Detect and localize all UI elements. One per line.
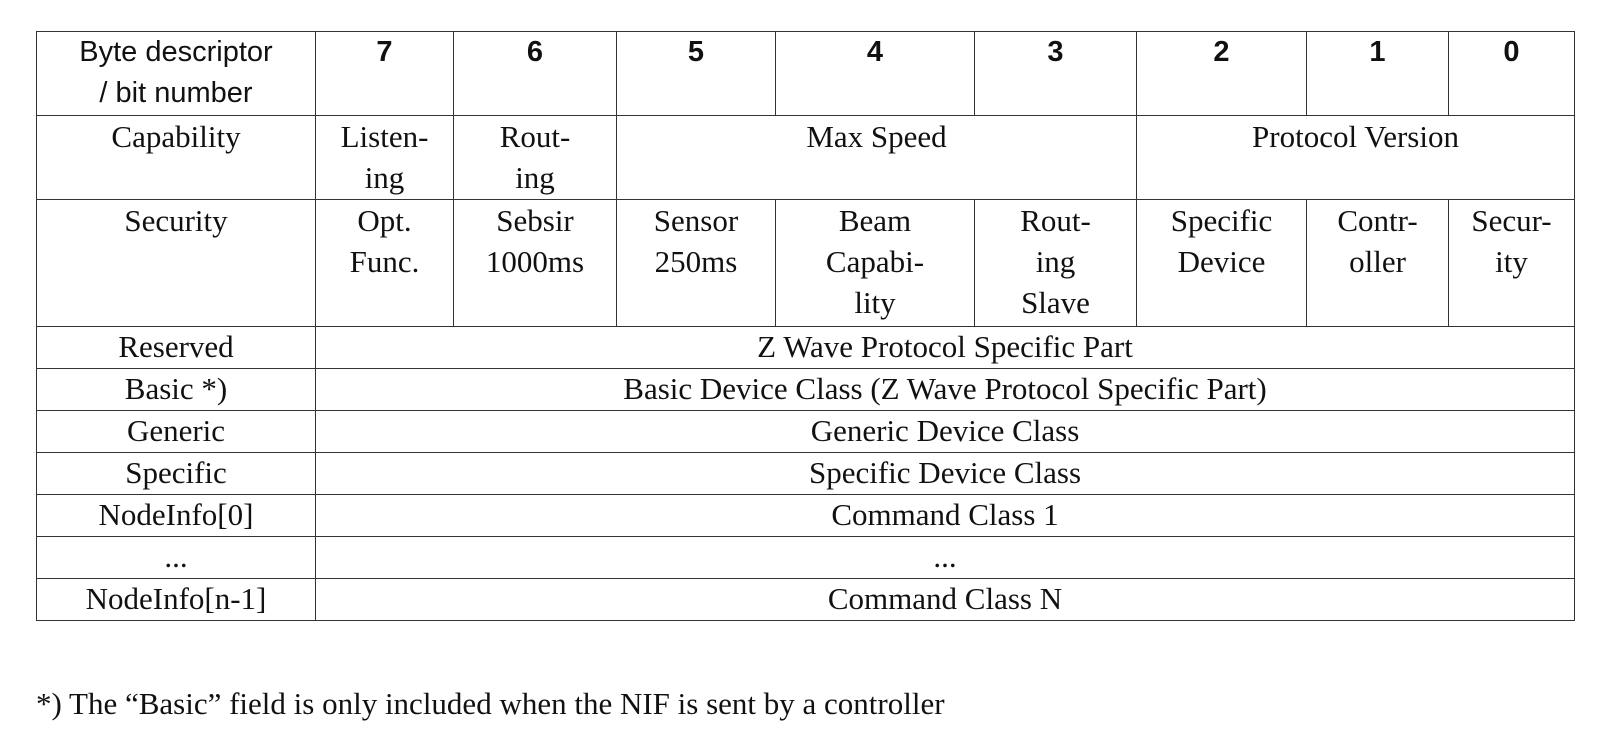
cell: Specific Device xyxy=(1136,199,1307,327)
cell: Reserved xyxy=(36,326,316,369)
row: ...... xyxy=(36,536,1575,579)
cell: Capability xyxy=(36,115,316,200)
cell: Beam Capabi- lity xyxy=(775,199,975,327)
cell: Security xyxy=(36,199,316,327)
cell: Basic Device Class (Z Wave Protocol Spec… xyxy=(315,368,1575,411)
cell: Contr- oller xyxy=(1306,199,1449,327)
cell: ... xyxy=(36,536,316,579)
header-cell: Byte descriptor / bit number xyxy=(36,31,316,116)
header-cell: 0 xyxy=(1448,31,1575,116)
row: Capability Listen- ing Rout- ing Max Spe… xyxy=(36,115,1575,200)
header-row: Byte descriptor / bit number 7 6 5 4 3 2… xyxy=(36,31,1575,116)
row: NodeInfo[n-1] Command Class N xyxy=(36,578,1575,621)
row: NodeInfo[0] Command Class 1 xyxy=(36,494,1575,537)
cell: NodeInfo[n-1] xyxy=(36,578,316,621)
cell: Protocol Version xyxy=(1136,115,1575,200)
cell: Rout- ing xyxy=(453,115,617,200)
header-cell: 5 xyxy=(616,31,776,116)
header-cell: 6 xyxy=(453,31,617,116)
cell: Sensor 250ms xyxy=(616,199,776,327)
cell: Opt. Func. xyxy=(315,199,454,327)
row: Generic Generic Device Class xyxy=(36,410,1575,453)
row: Specific Specific Device Class xyxy=(36,452,1575,495)
cell: Rout- ing Slave xyxy=(974,199,1137,327)
cell: Max Speed xyxy=(616,115,1137,200)
row: Reserved Z Wave Protocol Specific Part xyxy=(36,326,1575,369)
cell: Sebsir 1000ms xyxy=(453,199,617,327)
cell: Listen- ing xyxy=(315,115,454,200)
cell: Secur- ity xyxy=(1448,199,1575,327)
row: Security Opt. Func. Sebsir 1000ms Sensor… xyxy=(36,199,1575,327)
cell: Command Class N xyxy=(315,578,1575,621)
cell: Generic xyxy=(36,410,316,453)
footnote: *) The “Basic” field is only included wh… xyxy=(36,686,945,721)
header-cell: 4 xyxy=(775,31,975,116)
nif-table: Byte descriptor / bit number 7 6 5 4 3 2… xyxy=(36,31,1575,621)
cell: Specific xyxy=(36,452,316,495)
header-cell: 1 xyxy=(1306,31,1449,116)
cell: Specific Device Class xyxy=(315,452,1575,495)
row: Basic *) Basic Device Class (Z Wave Proto… xyxy=(36,368,1575,411)
cell: ... xyxy=(315,536,1575,579)
cell: Basic *) xyxy=(36,368,316,411)
header-cell: 3 xyxy=(974,31,1137,116)
cell: Generic Device Class xyxy=(315,410,1575,453)
cell: Z Wave Protocol Specific Part xyxy=(315,326,1575,369)
header-cell: 7 xyxy=(315,31,454,116)
cell: Command Class 1 xyxy=(315,494,1575,537)
cell: NodeInfo[0] xyxy=(36,494,316,537)
header-cell: 2 xyxy=(1136,31,1307,116)
